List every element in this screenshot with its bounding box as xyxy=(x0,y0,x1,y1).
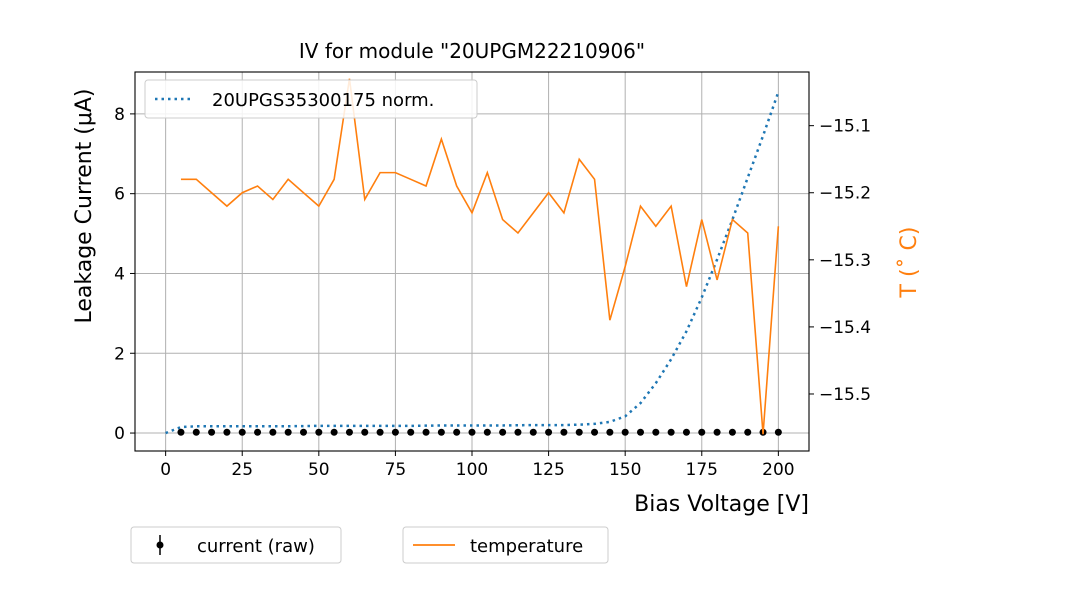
x-axis-ticks: 0 25 50 75 100 125 150 175 200 xyxy=(160,451,795,480)
current-point xyxy=(422,428,430,436)
current-point xyxy=(499,428,507,436)
current-point xyxy=(529,428,537,436)
y2-axis-label: T (˚ C) xyxy=(897,227,922,299)
current-point xyxy=(591,428,599,436)
current-point xyxy=(744,428,752,436)
current-point xyxy=(192,428,200,436)
y-tick-label: 8 xyxy=(114,105,125,125)
current-point xyxy=(238,428,246,436)
x-tick-label: 175 xyxy=(686,460,718,480)
x-tick-label: 25 xyxy=(231,460,253,480)
current-point xyxy=(575,428,583,436)
x-tick-label: 200 xyxy=(762,460,794,480)
y-tick-label: 6 xyxy=(114,185,125,205)
temperature-line xyxy=(180,78,780,435)
current-point xyxy=(728,428,736,436)
current-point xyxy=(223,428,231,436)
current-point xyxy=(468,428,476,436)
legend-reference: 20UPGS35300175 norm. xyxy=(144,79,478,119)
series-0 xyxy=(165,91,780,435)
current-point xyxy=(652,428,660,436)
current-point xyxy=(315,428,323,436)
current-point xyxy=(682,428,690,436)
x-tick-label: 75 xyxy=(385,460,407,480)
y2-tick-label: −15.4 xyxy=(819,318,871,338)
legend-temperature-box xyxy=(402,526,609,564)
current-point xyxy=(437,428,445,436)
current-point xyxy=(254,428,262,436)
current-point xyxy=(514,428,522,436)
current-point xyxy=(453,428,461,436)
current-point xyxy=(330,428,338,436)
legend-temperature-label: temperature xyxy=(470,536,583,557)
x-tick-label: 100 xyxy=(456,460,488,480)
series-2 xyxy=(180,78,780,435)
x-tick-label: 125 xyxy=(532,460,564,480)
current-point xyxy=(667,428,675,436)
current-point xyxy=(560,428,568,436)
chart-title: IV for module "20UPGM22210906" xyxy=(299,39,645,63)
y-tick-label: 4 xyxy=(114,264,125,284)
current-point xyxy=(698,428,706,436)
current-point xyxy=(391,428,399,436)
x-tick-label: 150 xyxy=(609,460,641,480)
y-tick-label: 2 xyxy=(114,344,125,364)
current-point xyxy=(269,428,277,436)
legend-current-marker xyxy=(156,541,164,549)
legend-temperature: temperature xyxy=(402,526,609,564)
x-axis-label: Bias Voltage [V] xyxy=(634,492,809,517)
current-point xyxy=(300,428,307,436)
legend-reference-label: 20UPGS35300175 norm. xyxy=(212,90,434,111)
current-point xyxy=(284,428,292,436)
legend-current-box xyxy=(130,526,342,564)
current-point xyxy=(177,428,185,436)
current-point xyxy=(713,428,721,436)
current-point xyxy=(606,428,614,436)
y2-axis-ticks: −15.1 −15.2 −15.3 −15.4 −15.5 xyxy=(809,117,871,405)
x-tick-label: 50 xyxy=(308,460,330,480)
current-point xyxy=(407,428,415,436)
series-layer xyxy=(165,78,782,436)
y2-tick-label: −15.3 xyxy=(819,251,871,271)
current-point xyxy=(774,428,782,436)
current-point xyxy=(376,428,384,436)
y-axis-label: Leakage Current (μA) xyxy=(72,88,97,323)
series-1 xyxy=(177,428,782,436)
y2-tick-label: −15.5 xyxy=(819,385,871,405)
current-point xyxy=(545,428,553,436)
current-point xyxy=(345,428,353,436)
legend-reference-box xyxy=(144,79,478,119)
current-point xyxy=(208,428,216,436)
y2-tick-label: −15.2 xyxy=(819,184,871,204)
current-point xyxy=(621,428,629,436)
y-axis-ticks: 0 2 4 6 8 xyxy=(114,105,135,444)
current-point xyxy=(361,428,369,436)
current-point xyxy=(637,428,644,436)
reference-curve xyxy=(165,91,780,435)
current-point xyxy=(483,428,491,436)
legend-current: current (raw) xyxy=(130,526,342,564)
legend-current-label: current (raw) xyxy=(197,536,315,557)
x-tick-label: 0 xyxy=(160,460,171,480)
y-tick-label: 0 xyxy=(114,424,125,444)
y2-tick-label: −15.1 xyxy=(819,117,871,137)
